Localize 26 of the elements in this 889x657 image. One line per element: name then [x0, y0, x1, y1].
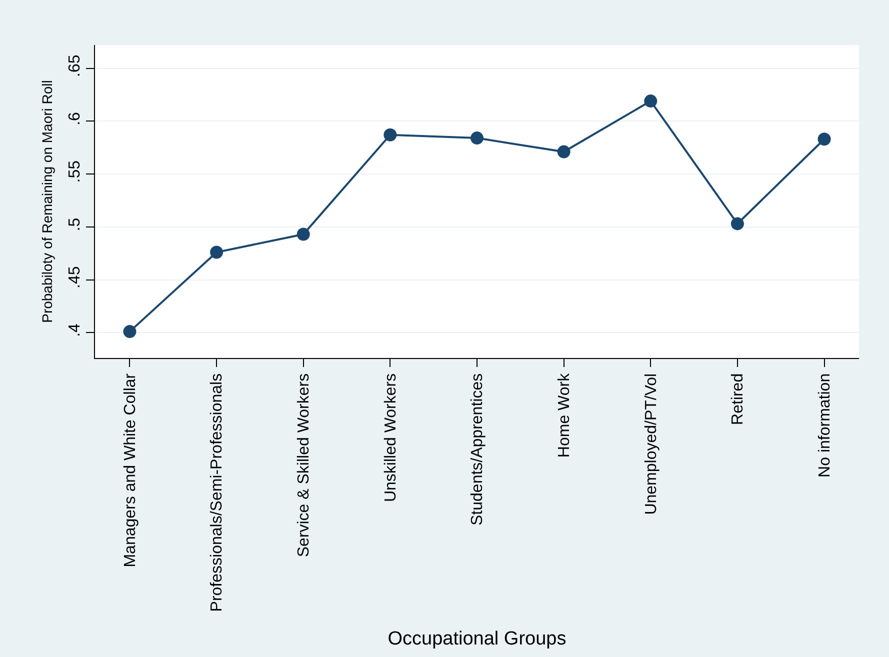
x-tick-label: Students/Apprentices: [469, 373, 486, 526]
x-tick-label: Professionals/Semi-Professionals: [208, 373, 226, 612]
y-axis-title: Probabiloty of Remaining on Maori Roll: [39, 80, 56, 323]
y-tick-label: .4: [66, 323, 84, 337]
x-tick-label: Unemployed/PT/Vol: [642, 373, 660, 515]
x-tick-label: Managers and White Collar: [122, 372, 139, 568]
point: [123, 325, 136, 338]
x-tick-label: No information: [816, 373, 834, 478]
x-tick-label: Service & Skilled Workers: [296, 373, 313, 558]
point: [730, 217, 744, 230]
x-tick-label: Home Work: [556, 372, 574, 458]
point: [557, 145, 570, 158]
point: [296, 228, 310, 241]
x-tick-label: Unskilled Workers: [382, 373, 400, 502]
point: [384, 128, 397, 142]
point: [644, 94, 658, 108]
x-axis-title: Occupational Groups: [388, 628, 566, 650]
y-tick-label: .45: [66, 266, 84, 288]
point: [470, 132, 484, 145]
y-tick-label: .65: [66, 54, 84, 77]
y-tick-label: .6: [66, 112, 84, 126]
point: [818, 132, 831, 146]
x-tick-label: Retired: [730, 373, 747, 425]
point: [210, 246, 224, 259]
y-tick-label: .55: [66, 160, 84, 183]
y-tick-label: .5: [66, 218, 84, 232]
